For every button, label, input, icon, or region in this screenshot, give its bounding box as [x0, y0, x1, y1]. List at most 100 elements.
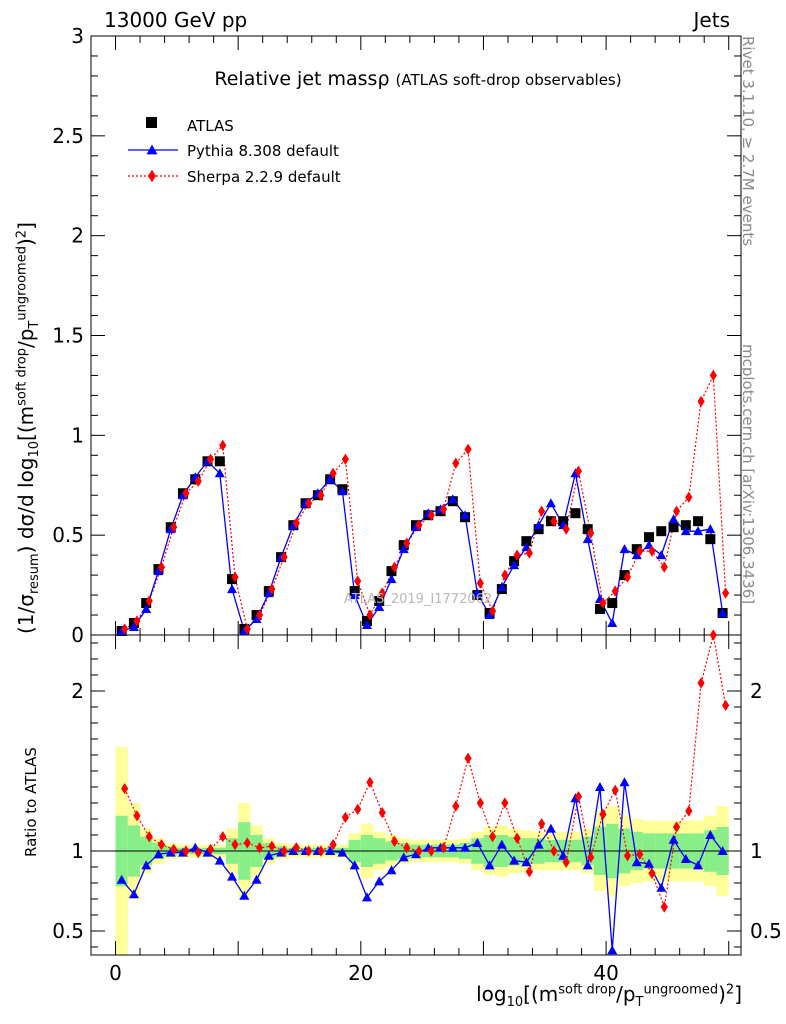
sherpa-ratio-point	[317, 845, 325, 857]
pythia-ratio-point	[239, 890, 250, 900]
sherpa-ratio-point	[439, 842, 448, 854]
pythia-ratio-point	[582, 860, 593, 870]
sherpa-ratio-point	[366, 776, 374, 788]
atlas-point	[582, 524, 593, 535]
pythia-point	[227, 584, 238, 594]
atlas-point	[594, 604, 605, 615]
sherpa-point	[476, 577, 484, 589]
pythia-ratio-point	[374, 876, 385, 886]
pythia-ratio-point	[521, 857, 532, 867]
sherpa-point	[452, 457, 460, 469]
sherpa-point	[550, 515, 558, 527]
pythia-ratio-point	[214, 855, 225, 865]
sherpa-point	[268, 583, 276, 595]
pythia-point	[619, 544, 630, 554]
y-tick-label: 2	[71, 224, 84, 248]
atlas-point	[656, 526, 667, 537]
sherpa-ratio-point	[587, 851, 595, 864]
pythia-point	[386, 574, 397, 584]
atlas-point	[619, 570, 630, 581]
sherpa-point	[292, 517, 300, 529]
sherpa-ratio-point	[403, 842, 411, 854]
sherpa-ratio-point	[292, 842, 300, 854]
sherpa-ratio-point	[513, 832, 521, 844]
pythia-point	[533, 520, 544, 530]
sherpa-point	[341, 453, 350, 465]
sherpa-ratio-point	[341, 811, 350, 824]
sherpa-ratio-point	[268, 840, 276, 852]
sherpa-ratio-point	[648, 867, 656, 880]
sherpa-ratio-point	[599, 808, 607, 820]
sherpa-ratio-point	[219, 830, 227, 843]
atlas-point	[631, 544, 642, 555]
pythia-point	[153, 566, 164, 576]
header-left: 13000 GeV pp	[104, 8, 248, 32]
sherpa-ratio-point	[464, 752, 472, 764]
ratio-plot-frame	[90, 634, 742, 956]
pythia-ratio-point	[484, 860, 495, 870]
sherpa-point	[145, 595, 153, 607]
sherpa-ratio-point	[305, 845, 313, 857]
atlas-point	[521, 536, 532, 547]
pythia-ratio-point	[668, 834, 679, 844]
pythia-ratio-point	[619, 777, 630, 787]
pythia-point	[349, 590, 360, 600]
atlas-point	[693, 516, 704, 527]
pythia-ratio-point	[386, 865, 397, 875]
sherpa-ratio-point	[255, 842, 264, 854]
sherpa-ratio-point	[206, 843, 215, 856]
y-tick-label: 2.5	[52, 124, 84, 148]
pythia-ratio-point	[337, 847, 348, 857]
chart-text: ATLAS_2019_I1772062 Relative jet massρ (A…	[187, 68, 622, 607]
pythia-ratio-point	[447, 842, 458, 852]
sherpa-ratio-point	[488, 830, 497, 843]
sherpa-point	[157, 561, 166, 573]
sherpa-ratio-point	[390, 835, 399, 848]
mcplots-label: mcplots.cern.ch [arXiv:1306.3436]	[739, 344, 757, 605]
sherpa-point	[513, 549, 521, 561]
header-right: Jets	[693, 8, 730, 32]
sherpa-ratio-point	[685, 805, 693, 817]
pythia-ratio-point	[263, 850, 274, 860]
pythia-ratio-point	[472, 838, 483, 847]
pythia-ratio-point	[128, 889, 139, 899]
legend-pythia-marker	[146, 144, 158, 155]
atlas-point	[705, 534, 716, 545]
pythia-ratio-point	[717, 846, 728, 855]
pythia-point	[460, 510, 471, 520]
pythia-ratio-point	[631, 857, 642, 867]
pythia-point	[263, 588, 274, 598]
sherpa-point	[255, 609, 264, 621]
sherpa-point	[722, 587, 730, 599]
sherpa-point	[390, 561, 399, 573]
sherpa-point	[354, 575, 362, 587]
sherpa-ratio-point	[562, 856, 570, 868]
sherpa-point	[317, 489, 325, 501]
pythia-point	[656, 550, 667, 560]
sherpa-ratio-point	[145, 830, 153, 843]
pythia-ratio-point	[251, 874, 262, 884]
sherpa-ratio-point	[636, 848, 644, 860]
sherpa-point	[427, 509, 435, 521]
sherpa-point	[697, 395, 705, 408]
pythia-ratio-point	[656, 882, 667, 892]
pythia-ratio-point	[141, 860, 152, 870]
sherpa-point	[660, 561, 668, 573]
sherpa-point	[378, 587, 386, 599]
sherpa-point	[194, 475, 202, 487]
sherpa-ratio-point	[280, 845, 288, 857]
pythia-point	[545, 498, 556, 508]
pythia-ratio-point	[693, 860, 704, 870]
legend-sherpa: Sherpa 2.2.9 default	[187, 168, 341, 186]
pythia-point	[214, 468, 225, 478]
legend-markers	[128, 117, 178, 183]
watermark: ATLAS_2019_I1772062	[344, 592, 492, 607]
sherpa-ratio-point	[415, 845, 423, 857]
sherpa-ratio-point	[452, 800, 460, 812]
sherpa-ratio-point	[194, 846, 202, 859]
pythia-ratio-point	[165, 847, 176, 857]
sherpa-ratio-point	[329, 838, 337, 851]
pythia-point	[141, 604, 152, 614]
sherpa-ratio-point	[709, 629, 717, 641]
